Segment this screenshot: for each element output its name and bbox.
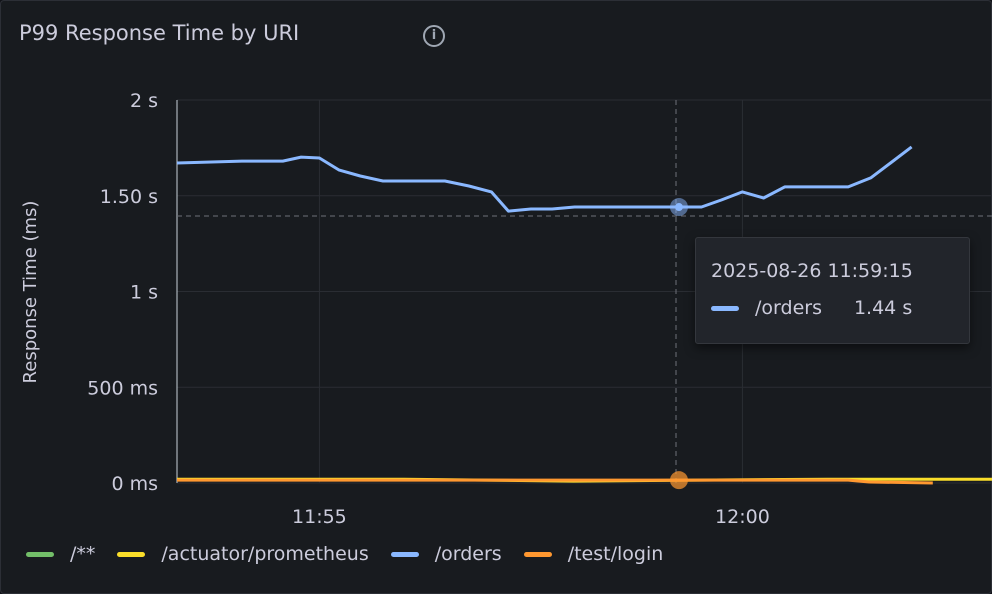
legend-label: /** <box>70 543 96 565</box>
info-circle-icon[interactable]: i <box>423 25 445 47</box>
series-swatch <box>711 305 739 311</box>
y-tick-label: 1 s <box>130 282 158 304</box>
tooltip-time: 2025-08-26 11:59:15 <box>711 260 913 282</box>
legend-swatch <box>523 551 552 557</box>
legend-label: /test/login <box>567 543 664 565</box>
y-tick-label: 1.50 s <box>100 186 158 208</box>
series-line-orders <box>176 145 913 213</box>
legend-label: /orders <box>434 543 502 565</box>
x-tick-label: 11:55 <box>292 506 347 528</box>
panel-title: P99 Response Time by URI <box>19 21 300 45</box>
tooltip-value: 1.44 s <box>853 297 913 319</box>
y-tick-label: 0 ms <box>111 473 158 495</box>
hover-point-orders-core <box>674 203 683 212</box>
tooltip-row: /orders 1.44 s <box>711 297 912 319</box>
y-axis-label: Response Time (ms) <box>20 201 41 384</box>
legend-item[interactable]: /test/login <box>523 543 664 565</box>
legend-label: /actuator/prometheus <box>161 543 369 565</box>
y-tick-label: 2 s <box>130 90 158 112</box>
legend-item[interactable]: /** <box>26 543 95 565</box>
legend: /** /actuator/prometheus/orders/test/logi… <box>26 543 685 565</box>
legend-swatch <box>26 551 54 557</box>
legend-item[interactable]: /actuator/prometheus <box>117 543 369 565</box>
legend-swatch <box>117 551 146 557</box>
series-line-testlogin <box>177 478 933 485</box>
x-tick-label: 12:00 <box>715 506 770 528</box>
y-tick-label: 500 ms <box>87 377 158 399</box>
legend-item[interactable]: /orders <box>390 543 502 565</box>
hover-point-login <box>669 471 688 490</box>
tooltip-series: /orders <box>755 297 822 319</box>
tooltip: 2025-08-26 11:59:15 /orders 1.44 s <box>695 237 970 344</box>
legend-swatch <box>390 551 419 557</box>
